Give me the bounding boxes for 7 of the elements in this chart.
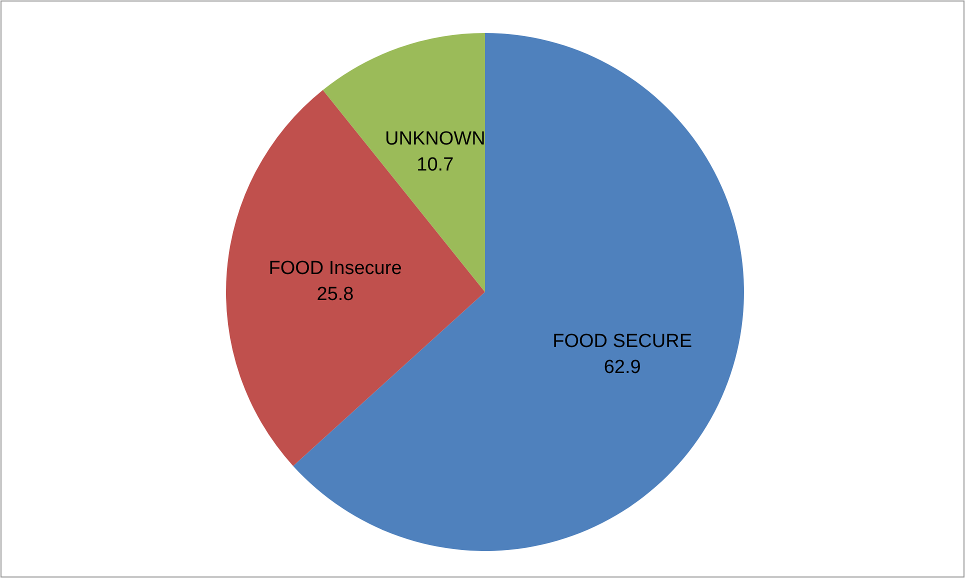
slice-label: FOOD Insecure — [268, 258, 402, 280]
data-label: 25.8 — [316, 284, 354, 306]
data-label: 62.9 — [604, 356, 641, 378]
pie-slice — [226, 90, 485, 466]
slice-label: FOOD SECURE — [552, 330, 692, 352]
data-label: 10.7 — [416, 154, 454, 176]
slice-label: UNKNOWN — [385, 128, 486, 150]
